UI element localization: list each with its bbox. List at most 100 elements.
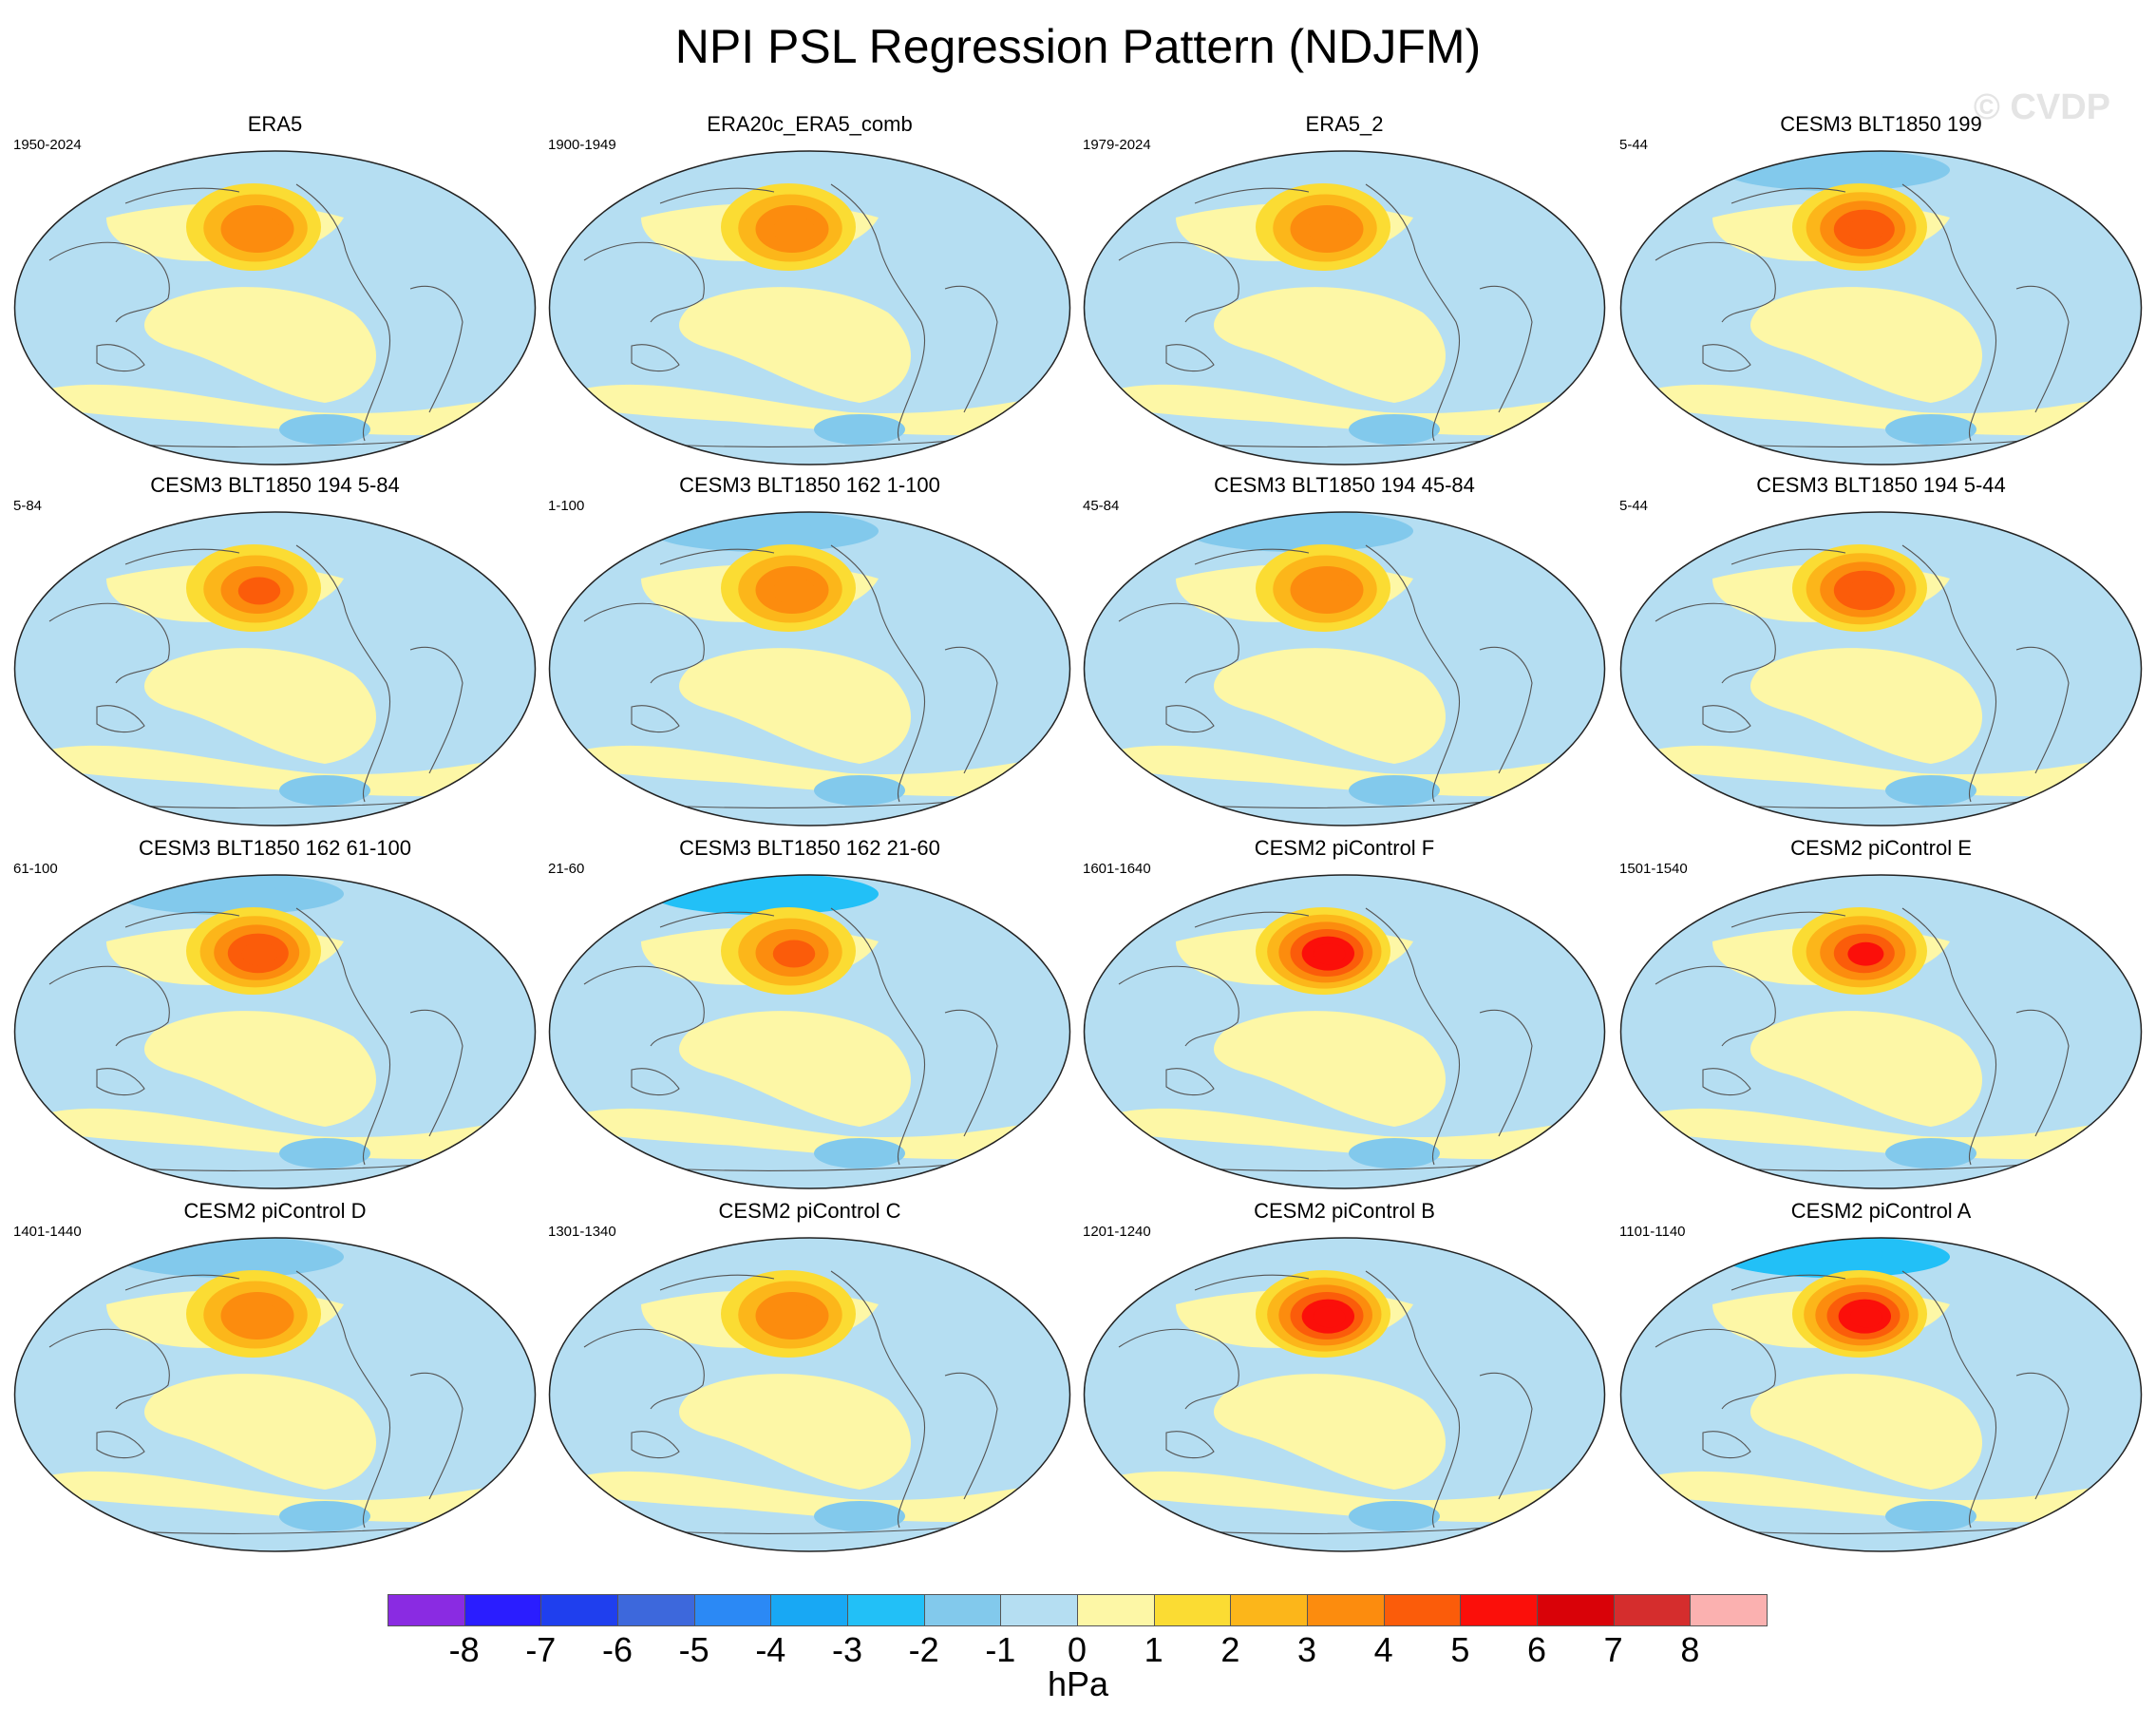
negative-anomaly: [144, 878, 277, 904]
coastline: [1365, 544, 1460, 803]
positive-field: [1119, 1108, 1594, 1160]
map-svg: [1083, 874, 1606, 1189]
map-panel: CESM3 BLT1850 194 5-44 5-44: [1617, 473, 2145, 839]
negative-anomaly: [1885, 1501, 1976, 1531]
negative-anomaly: [279, 775, 370, 806]
map-border: [1083, 1237, 1606, 1552]
panel-years: 61-100: [13, 861, 58, 877]
coastline: [409, 285, 463, 413]
colorbar-bin: [388, 1594, 465, 1626]
positive-anomaly: [1847, 941, 1884, 966]
coastline: [659, 1274, 775, 1291]
positive-anomaly: [772, 1302, 816, 1331]
coastline: [1365, 907, 1460, 1166]
map-border: [13, 874, 537, 1189]
panel-years: 1101-1140: [1619, 1224, 1686, 1240]
panel-title: CESM3 BLT1850 194 5-44: [1756, 473, 2006, 497]
positive-field: [144, 287, 376, 403]
colorbar-tick-label: -2: [908, 1630, 939, 1669]
coastline: [124, 187, 240, 204]
positive-field: [1119, 384, 1594, 436]
coastline: [295, 544, 390, 803]
panel-title: CESM3 BLT1850 194 5-84: [150, 473, 400, 497]
negative-anomaly: [1750, 1241, 1883, 1267]
positive-field: [144, 1374, 376, 1490]
colorbar-tick-label: 1: [1144, 1630, 1163, 1669]
panel-years: 1601-1640: [1083, 861, 1151, 877]
map-border: [548, 1237, 1071, 1552]
coastline: [1118, 1328, 1239, 1410]
negative-anomaly: [144, 1241, 277, 1267]
map-svg: [548, 511, 1071, 826]
negative-anomaly: [1750, 154, 1883, 180]
coastline: [1655, 1328, 1776, 1410]
negative-anomaly: [814, 1138, 905, 1168]
map-svg: [1619, 150, 2143, 466]
coastline: [96, 1431, 145, 1459]
positive-field: [1119, 745, 1594, 797]
watermark: © CVDP: [1973, 87, 2110, 127]
coastline: [1702, 344, 1751, 372]
map-svg: [1083, 1237, 1606, 1552]
coastline: [2015, 285, 2070, 413]
map-panel: CESM3 BLT1850 199 5-44: [1617, 112, 2145, 478]
coastline: [295, 907, 390, 1166]
positive-field: [144, 1011, 376, 1127]
positive-field: [49, 745, 524, 797]
coastline: [1118, 241, 1239, 323]
map-border: [1619, 874, 2143, 1189]
positive-field: [1655, 1108, 2130, 1160]
panel-title: CESM2 piControl B: [1254, 1199, 1435, 1223]
map-panel: CESM2 piControl D 1401-1440: [11, 1199, 539, 1565]
panel-years: 5-84: [13, 498, 43, 514]
map-border: [1083, 511, 1606, 826]
colorbar-tick-label: -1: [985, 1630, 1016, 1669]
map-svg: [548, 150, 1071, 466]
panel-title: CESM3 BLT1850 199: [1780, 112, 1982, 136]
positive-anomaly: [1847, 218, 1884, 242]
positive-field: [1750, 648, 1982, 764]
panel-years: 5-44: [1619, 498, 1649, 514]
map-border: [1619, 1237, 2143, 1552]
negative-anomaly: [1349, 775, 1440, 806]
map-border: [548, 511, 1071, 826]
colorbar-tick-label: -4: [755, 1630, 786, 1669]
panel-title: CESM2 piControl E: [1790, 836, 1972, 860]
positive-field: [679, 1374, 911, 1490]
coastline: [295, 183, 390, 442]
coastline: [1730, 548, 1846, 565]
colorbar-bin: [463, 1594, 542, 1626]
colorbar-tick-label: 8: [1680, 1630, 1700, 1669]
map-panel: CESM2 piControl F 1601-1640: [1081, 836, 1608, 1202]
panel-years: 1301-1340: [548, 1224, 616, 1240]
map-svg: [1083, 150, 1606, 466]
panel-title: CESM2 piControl D: [183, 1199, 367, 1223]
coastline: [631, 1431, 680, 1459]
colorbar-bin: [693, 1594, 772, 1626]
coastline: [1655, 241, 1776, 323]
coastline: [295, 1270, 390, 1529]
positive-anomaly: [772, 577, 816, 605]
colorbar-tick-label: -5: [678, 1630, 709, 1669]
positive-field: [1750, 1011, 1982, 1127]
panel-years: 1979-2024: [1083, 137, 1151, 153]
coastline: [583, 602, 705, 684]
coastline: [583, 1328, 705, 1410]
coastline: [1730, 911, 1846, 928]
coastline: [830, 907, 925, 1166]
positive-anomaly: [1307, 216, 1351, 244]
coastline: [2015, 1009, 2070, 1137]
coastline: [409, 1372, 463, 1500]
coastline: [944, 285, 998, 413]
coastline: [1655, 965, 1776, 1047]
colorbar-bin: [1153, 1594, 1232, 1626]
positive-anomaly: [772, 940, 816, 968]
map-svg: [13, 1237, 537, 1552]
map-svg: [1083, 511, 1606, 826]
colorbar-bin: [617, 1594, 695, 1626]
coastline: [1901, 1270, 1996, 1529]
map-panel: CESM2 piControl B 1201-1240: [1081, 1199, 1608, 1565]
positive-field: [1214, 648, 1446, 764]
colorbar-bin: [1383, 1594, 1462, 1626]
coastline: [1165, 705, 1215, 733]
